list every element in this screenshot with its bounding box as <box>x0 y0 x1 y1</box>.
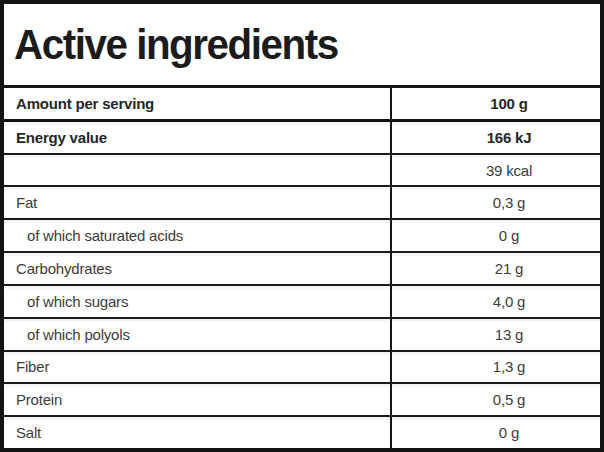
table-row-saturated-acids: of which saturated acids 0 g <box>4 220 600 253</box>
table-row-protein: Protein 0,5 g <box>4 384 600 417</box>
nutrient-value: 0,3 g <box>390 187 600 218</box>
header-label: Amount per serving <box>4 88 390 119</box>
nutrient-label: Fiber <box>4 352 390 383</box>
nutrient-value: 0 g <box>390 220 600 251</box>
table-header-row: Amount per serving 100 g <box>4 88 600 122</box>
table-row-energy: Energy value 166 kJ <box>4 122 600 155</box>
nutrient-label <box>4 155 390 186</box>
nutrient-value: 13 g <box>390 319 600 350</box>
nutrient-value: 4,0 g <box>390 286 600 317</box>
nutrient-label: Carbohydrates <box>4 253 390 284</box>
nutrient-value: 1,3 g <box>390 352 600 383</box>
table-row-fat: Fat 0,3 g <box>4 187 600 220</box>
nutrient-label: of which polyols <box>4 319 390 350</box>
nutrient-value: 166 kJ <box>390 122 600 153</box>
nutrient-label: Salt <box>4 417 390 448</box>
nutrient-label: Energy value <box>4 122 390 153</box>
nutrient-value: 21 g <box>390 253 600 284</box>
nutrition-facts-panel: Active ingredients Amount per serving 10… <box>0 0 604 452</box>
nutrient-label: Fat <box>4 187 390 218</box>
table-row-fiber: Fiber 1,3 g <box>4 352 600 385</box>
table-row-polyols: of which polyols 13 g <box>4 319 600 352</box>
table-row-salt: Salt 0 g <box>4 417 600 448</box>
nutrient-value: 0,5 g <box>390 384 600 415</box>
table-row-kcal: 39 kcal <box>4 155 600 188</box>
nutrient-value: 0 g <box>390 417 600 448</box>
header-value: 100 g <box>390 88 600 119</box>
nutrition-table: Amount per serving 100 g Energy value 16… <box>4 88 600 448</box>
panel-title: Active ingredients <box>14 24 338 66</box>
title-section: Active ingredients <box>4 4 600 88</box>
nutrient-label: Protein <box>4 384 390 415</box>
table-row-carbohydrates: Carbohydrates 21 g <box>4 253 600 286</box>
table-row-sugars: of which sugars 4,0 g <box>4 286 600 319</box>
nutrient-label: of which sugars <box>4 286 390 317</box>
nutrient-value: 39 kcal <box>390 155 600 186</box>
nutrient-label: of which saturated acids <box>4 220 390 251</box>
